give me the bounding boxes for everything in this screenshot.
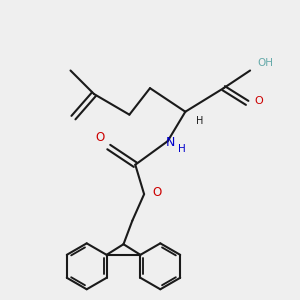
Text: O: O — [152, 186, 162, 199]
Text: O: O — [95, 131, 105, 144]
Text: O: O — [254, 96, 263, 106]
Text: N: N — [165, 136, 175, 149]
Text: H: H — [196, 116, 203, 126]
Text: OH: OH — [257, 58, 274, 68]
Text: H: H — [178, 143, 186, 154]
